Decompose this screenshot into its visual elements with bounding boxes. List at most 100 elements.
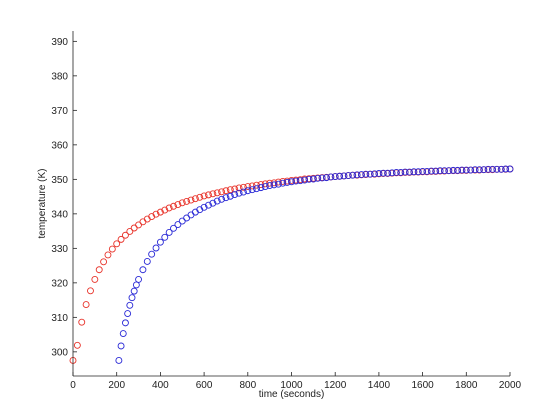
data-point bbox=[467, 166, 475, 174]
data-point bbox=[441, 167, 448, 175]
y-tick-label: 340 bbox=[51, 209, 68, 220]
data-point bbox=[209, 199, 217, 207]
data-point bbox=[410, 168, 418, 176]
y-axis-ticks: 300 310 320 330 340 350 360 370 380 390 bbox=[51, 37, 77, 358]
x-axis-label: time (seconds) bbox=[259, 389, 325, 400]
data-point bbox=[135, 221, 143, 229]
data-point bbox=[200, 203, 208, 211]
data-point bbox=[353, 171, 361, 179]
data-point bbox=[462, 166, 470, 174]
data-point bbox=[344, 172, 352, 180]
data-point bbox=[384, 169, 392, 177]
data-point bbox=[235, 184, 243, 192]
data-point bbox=[253, 185, 260, 193]
data-point bbox=[362, 170, 370, 178]
y-tick-label: 360 bbox=[51, 140, 68, 151]
data-point bbox=[135, 275, 143, 283]
data-point bbox=[270, 181, 278, 189]
data-point bbox=[244, 187, 252, 195]
data-point bbox=[239, 188, 247, 196]
data-point bbox=[261, 183, 269, 191]
data-point bbox=[165, 204, 173, 212]
data-point bbox=[257, 181, 265, 188]
data-point bbox=[327, 173, 335, 181]
data-point bbox=[117, 342, 125, 350]
data-point bbox=[458, 166, 466, 174]
data-point bbox=[130, 287, 138, 295]
data-point bbox=[165, 229, 173, 236]
data-point bbox=[183, 214, 191, 222]
data-point bbox=[454, 166, 462, 174]
data-point bbox=[349, 171, 357, 179]
y-axis-label: temperature (K) bbox=[37, 168, 48, 238]
data-point bbox=[178, 199, 186, 207]
y-tick-label: 390 bbox=[51, 37, 68, 48]
data-point bbox=[239, 183, 247, 191]
data-point bbox=[95, 266, 103, 274]
data-point bbox=[218, 188, 226, 196]
data-point bbox=[115, 357, 123, 364]
data-point bbox=[226, 186, 234, 194]
data-point bbox=[139, 266, 147, 274]
x-tick-label: 400 bbox=[152, 380, 169, 391]
x-tick-label: 800 bbox=[239, 380, 256, 391]
data-point bbox=[205, 191, 212, 199]
data-point bbox=[191, 195, 199, 203]
data-point bbox=[336, 172, 344, 180]
data-point bbox=[301, 176, 309, 184]
y-tick-label: 310 bbox=[51, 313, 68, 324]
data-point bbox=[314, 174, 322, 182]
data-point bbox=[379, 169, 387, 177]
x-tick-label: 600 bbox=[196, 380, 213, 391]
data-point bbox=[497, 165, 505, 173]
x-tick-label: 0 bbox=[70, 380, 76, 391]
data-point bbox=[226, 192, 234, 200]
data-point bbox=[178, 217, 186, 225]
data-point bbox=[423, 167, 431, 175]
data-point bbox=[506, 165, 514, 173]
data-point bbox=[397, 168, 405, 176]
y-tick-label: 300 bbox=[51, 347, 68, 358]
data-point bbox=[445, 167, 453, 175]
data-point bbox=[274, 180, 282, 188]
data-point bbox=[78, 318, 86, 326]
data-point bbox=[187, 211, 195, 219]
data-point bbox=[130, 224, 138, 232]
data-point bbox=[318, 174, 326, 182]
data-point bbox=[117, 235, 125, 243]
data-point bbox=[475, 166, 483, 174]
data-point bbox=[174, 201, 182, 208]
series-1 bbox=[69, 165, 514, 364]
data-point bbox=[323, 174, 330, 182]
x-tick-label: 1800 bbox=[455, 380, 478, 391]
data-point bbox=[235, 189, 243, 197]
data-point bbox=[91, 275, 99, 283]
x-tick-label: 1600 bbox=[411, 380, 434, 391]
data-point bbox=[126, 301, 134, 309]
data-point bbox=[139, 218, 147, 226]
data-point bbox=[331, 173, 339, 181]
y-tick-label: 330 bbox=[51, 244, 68, 255]
data-point bbox=[156, 208, 164, 216]
data-point bbox=[231, 191, 239, 198]
data-point bbox=[357, 171, 365, 178]
data-point bbox=[104, 251, 112, 259]
data-point bbox=[371, 170, 378, 178]
x-tick-label: 1400 bbox=[368, 380, 391, 391]
data-point bbox=[261, 180, 269, 188]
data-point bbox=[200, 192, 208, 200]
data-point bbox=[196, 193, 204, 201]
data-point bbox=[119, 330, 127, 338]
y-tick-label: 370 bbox=[51, 106, 68, 117]
y-tick-label: 380 bbox=[51, 71, 68, 82]
data-point bbox=[266, 182, 274, 190]
data-point bbox=[296, 177, 304, 185]
data-point bbox=[170, 202, 177, 210]
data-point bbox=[156, 238, 164, 246]
data-point bbox=[126, 227, 134, 235]
data-points bbox=[69, 165, 514, 364]
data-point bbox=[375, 170, 383, 177]
data-point bbox=[493, 165, 501, 173]
data-point bbox=[148, 250, 156, 258]
data-point bbox=[292, 177, 300, 185]
